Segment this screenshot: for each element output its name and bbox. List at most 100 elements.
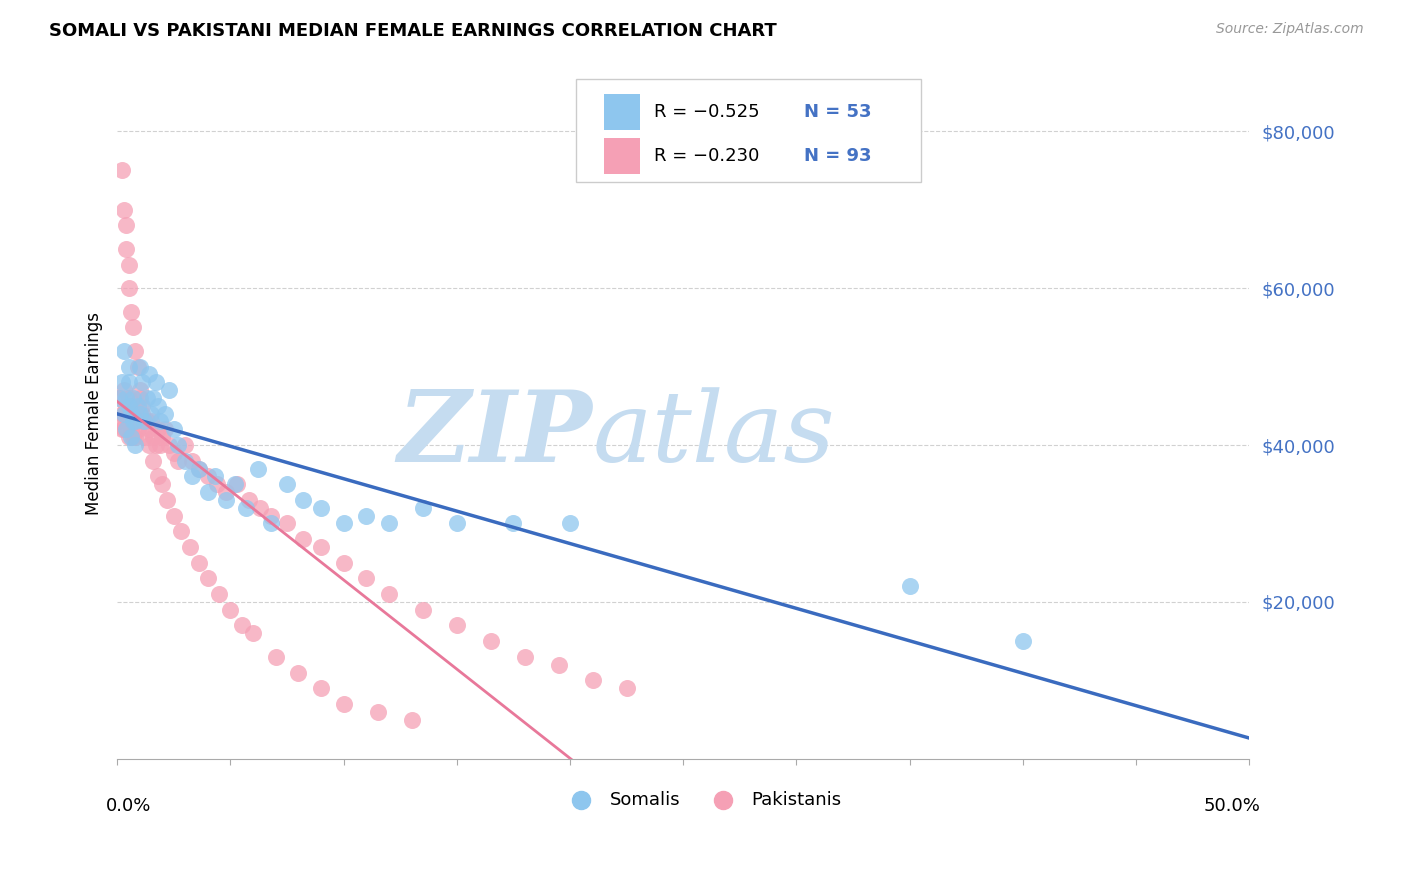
Point bbox=[112, 407, 135, 421]
Point bbox=[112, 343, 135, 358]
Point bbox=[401, 713, 423, 727]
Point bbox=[513, 649, 536, 664]
Point bbox=[156, 492, 179, 507]
Point bbox=[332, 697, 354, 711]
Point bbox=[124, 415, 146, 429]
Point bbox=[412, 500, 434, 515]
Point bbox=[276, 477, 298, 491]
Point bbox=[120, 415, 142, 429]
Point bbox=[354, 571, 377, 585]
Text: Pakistanis: Pakistanis bbox=[751, 791, 841, 809]
Point bbox=[446, 516, 468, 531]
Point bbox=[205, 477, 228, 491]
Point bbox=[378, 516, 401, 531]
Point bbox=[309, 500, 332, 515]
Point bbox=[287, 665, 309, 680]
Point bbox=[145, 376, 167, 390]
Point bbox=[264, 649, 287, 664]
Point bbox=[138, 438, 160, 452]
Point bbox=[117, 359, 139, 374]
Point bbox=[226, 477, 249, 491]
Point bbox=[127, 422, 149, 436]
Point bbox=[141, 415, 163, 429]
Point bbox=[142, 391, 165, 405]
Point bbox=[152, 477, 174, 491]
Point bbox=[120, 430, 142, 444]
Point bbox=[108, 391, 131, 405]
Point bbox=[412, 603, 434, 617]
Point bbox=[131, 407, 153, 421]
Point bbox=[128, 383, 150, 397]
Point bbox=[135, 415, 157, 429]
Point bbox=[142, 430, 165, 444]
Point bbox=[174, 438, 197, 452]
Point bbox=[204, 469, 226, 483]
Point bbox=[215, 485, 238, 500]
Point bbox=[115, 422, 138, 436]
Point bbox=[260, 508, 283, 523]
Text: atlas: atlas bbox=[593, 387, 835, 482]
Point bbox=[141, 407, 163, 421]
Point bbox=[149, 415, 172, 429]
Point bbox=[309, 540, 332, 554]
Point bbox=[163, 508, 186, 523]
Point bbox=[146, 469, 169, 483]
Point bbox=[134, 415, 156, 429]
Point bbox=[157, 438, 180, 452]
Text: ZIP: ZIP bbox=[398, 386, 593, 483]
Point bbox=[117, 281, 139, 295]
Point bbox=[149, 438, 172, 452]
Point bbox=[378, 587, 401, 601]
Point bbox=[124, 415, 146, 429]
Text: Somalis: Somalis bbox=[610, 791, 681, 809]
Point bbox=[134, 415, 156, 429]
Point bbox=[124, 438, 146, 452]
Point bbox=[117, 407, 139, 421]
Point bbox=[111, 407, 134, 421]
Point bbox=[163, 446, 186, 460]
Point bbox=[115, 415, 138, 429]
Point bbox=[157, 383, 180, 397]
Point bbox=[187, 556, 209, 570]
Point bbox=[309, 681, 332, 696]
Point bbox=[547, 657, 569, 672]
Point bbox=[128, 407, 150, 421]
Point bbox=[142, 453, 165, 467]
Point bbox=[231, 618, 253, 632]
Point bbox=[582, 673, 605, 688]
Point bbox=[115, 391, 138, 405]
Point bbox=[117, 399, 139, 413]
Point bbox=[153, 422, 176, 436]
Point bbox=[146, 399, 169, 413]
Point bbox=[146, 422, 169, 436]
Text: N = 93: N = 93 bbox=[804, 147, 872, 165]
Point bbox=[332, 556, 354, 570]
Point bbox=[187, 461, 209, 475]
Point bbox=[138, 368, 160, 382]
Point bbox=[219, 603, 242, 617]
Point bbox=[215, 492, 238, 507]
Point bbox=[120, 422, 142, 436]
Point bbox=[108, 415, 131, 429]
Point bbox=[242, 626, 264, 640]
Point bbox=[479, 634, 502, 648]
FancyBboxPatch shape bbox=[605, 138, 640, 174]
Point bbox=[131, 376, 153, 390]
Point bbox=[145, 438, 167, 452]
Point bbox=[111, 422, 134, 436]
Point bbox=[291, 492, 314, 507]
Point bbox=[124, 430, 146, 444]
Point bbox=[117, 376, 139, 390]
Point bbox=[117, 258, 139, 272]
Text: SOMALI VS PAKISTANI MEDIAN FEMALE EARNINGS CORRELATION CHART: SOMALI VS PAKISTANI MEDIAN FEMALE EARNIN… bbox=[49, 22, 778, 40]
Point bbox=[128, 415, 150, 429]
Point bbox=[260, 516, 283, 531]
Text: Source: ZipAtlas.com: Source: ZipAtlas.com bbox=[1216, 22, 1364, 37]
Point bbox=[112, 407, 135, 421]
Point bbox=[1011, 634, 1033, 648]
Point bbox=[616, 681, 638, 696]
Point bbox=[124, 343, 146, 358]
Point bbox=[167, 453, 190, 467]
Point bbox=[128, 359, 150, 374]
FancyBboxPatch shape bbox=[575, 78, 921, 182]
